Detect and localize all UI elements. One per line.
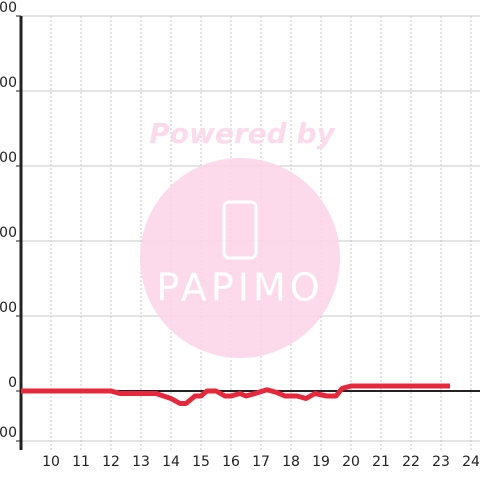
line-series xyxy=(21,383,450,406)
y-tick-label: 0 xyxy=(8,375,17,391)
y-tick-label: -20,000 xyxy=(0,425,17,441)
y-tick-label: 30,000 xyxy=(0,300,17,316)
x-tick-label: 16 xyxy=(222,454,240,470)
x-tick-label: 19 xyxy=(312,454,330,470)
x-tick-label: 14 xyxy=(162,454,180,470)
x-tick-label: 24 xyxy=(462,454,480,470)
watermark-logo: PAPIMO xyxy=(156,266,323,310)
x-tick-label: 21 xyxy=(372,454,390,470)
y-tick-label: 60,000 xyxy=(0,225,17,241)
watermark-icon xyxy=(222,200,258,260)
y-tick-label: 120,000 xyxy=(0,75,17,91)
x-tick-label: 15 xyxy=(192,454,210,470)
x-tick-label: 22 xyxy=(402,454,420,470)
x-tick-label: 11 xyxy=(72,454,90,470)
watermark: Powered by PAPIMO xyxy=(140,117,340,358)
x-tick-label: 13 xyxy=(132,454,150,470)
y-tick-label: 90,000 xyxy=(0,150,17,166)
y-tick-label: 150,000 xyxy=(0,0,17,16)
watermark-text: Powered by xyxy=(149,117,336,150)
x-tick-label: 12 xyxy=(102,454,120,470)
x-tick-label: 10 xyxy=(42,454,60,470)
x-tick-label: 20 xyxy=(342,454,360,470)
x-tick-label: 18 xyxy=(282,454,300,470)
x-tick-label: 23 xyxy=(432,454,450,470)
x-tick-label: 17 xyxy=(252,454,270,470)
